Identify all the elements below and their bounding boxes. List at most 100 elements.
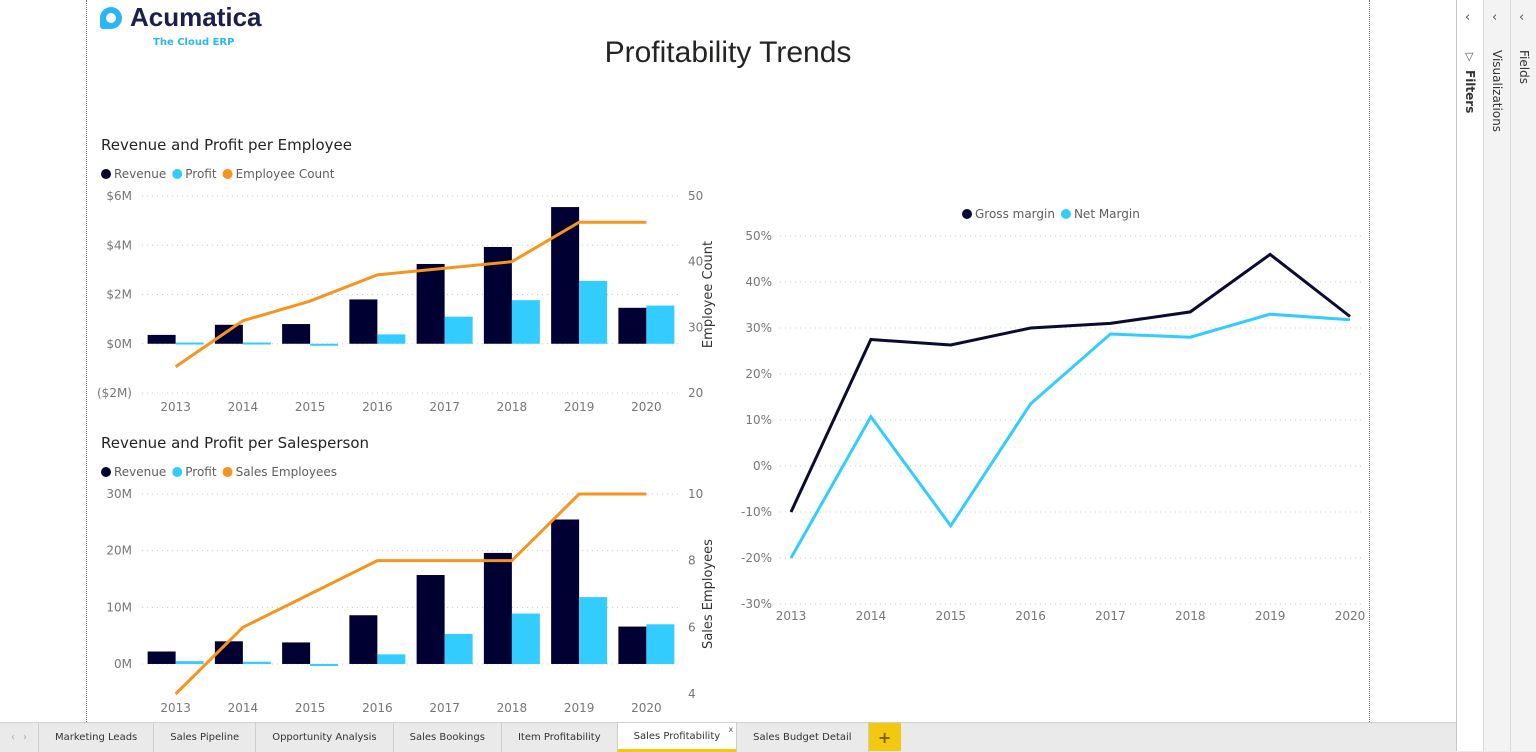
legend-label: Employee Count	[236, 167, 335, 181]
x-tick-label: 2018	[497, 400, 528, 414]
x-tick-label: 2016	[362, 400, 393, 414]
profit-bar	[646, 624, 675, 664]
line-series-employee-count	[174, 220, 647, 368]
y-tick-label: 0M	[114, 657, 132, 671]
report-canvas: Acumatica The Cloud ERP Profitability Tr…	[0, 0, 1456, 722]
y-tick-label: $4M	[106, 238, 132, 252]
page-title: Profitability Trends	[604, 36, 852, 69]
chevron-left-icon[interactable]: ‹	[1492, 10, 1498, 25]
line-series-net-margin	[789, 312, 1351, 559]
y-tick-label: $6M	[106, 189, 132, 203]
legend-label: Gross margin	[975, 207, 1055, 221]
tab-label: Sales Bookings	[409, 732, 485, 743]
revenue-bar	[214, 324, 243, 344]
x-tick-label: 2016	[362, 701, 393, 715]
y-tick-label: -20%	[741, 551, 772, 565]
y-tick-label: 20M	[106, 544, 132, 558]
revenue-bar	[147, 651, 176, 664]
y-tick-label: $0M	[106, 337, 132, 351]
profit-bar	[175, 661, 204, 664]
filters-label: Filters	[1463, 70, 1477, 114]
logo-name: Acumatica	[130, 2, 262, 32]
profit-bar	[579, 597, 608, 664]
revenue-bar	[551, 519, 580, 664]
line-series-sales-employees	[174, 492, 647, 696]
fields-label: Fields	[1517, 50, 1531, 84]
legend-label: Revenue	[114, 167, 166, 181]
profit-bar	[310, 663, 339, 666]
profit-bar	[444, 633, 473, 664]
tab-sales-profitability[interactable]: Sales Profitability x	[616, 723, 737, 752]
legend-marker	[962, 209, 972, 219]
margin-trends-chart[interactable]: Gross margin Net Margin 50% 40% 30% 20% 10% 0% -…	[735, 195, 1375, 630]
y-tick-label: $2M	[106, 288, 132, 302]
x-tick-label: 2014	[228, 400, 259, 414]
x-tick-label: 2016	[1015, 609, 1046, 623]
x-tick-label: 2020	[631, 701, 662, 715]
chevron-left-icon[interactable]: ‹	[1465, 10, 1471, 25]
tab-label: Sales Budget Detail	[753, 732, 852, 743]
revenue-bar	[618, 307, 647, 344]
x-tick-label: 2017	[429, 400, 460, 414]
y-tick-label: 20%	[745, 367, 772, 381]
profit-bar	[242, 342, 271, 345]
tab-item-profitability[interactable]: Item Profitability	[500, 723, 617, 752]
x-tick-label: 2015	[295, 400, 326, 414]
x-tick-label: 2015	[935, 609, 966, 623]
legend-marker	[101, 467, 111, 477]
chevron-left-icon[interactable]: ‹	[1519, 10, 1525, 25]
revenue-bar	[416, 263, 445, 344]
y2-tick-label: 50	[688, 189, 703, 203]
logo-tagline: The Cloud ERP	[153, 37, 235, 48]
close-icon[interactable]: x	[728, 725, 734, 734]
y2-tick-label: 20	[688, 386, 703, 400]
legend-marker	[172, 169, 183, 179]
profit-bar	[377, 654, 406, 664]
tab-label: Marketing Leads	[55, 732, 138, 743]
legend-label: Net Margin	[1074, 207, 1140, 221]
x-tick-label: 2014	[228, 701, 259, 715]
y-tick-label: 40%	[745, 275, 772, 289]
tab-marketing-leads[interactable]: Marketing Leads	[38, 723, 153, 752]
tab-sales-budget-detail[interactable]: Sales Budget Detail	[736, 723, 869, 752]
x-tick-label: 2015	[295, 701, 326, 715]
y2-tick-label: 4	[688, 687, 696, 701]
y2-axis-label: Sales Employees	[701, 539, 716, 649]
profit-bar	[579, 280, 608, 344]
tab-scroll[interactable]: ‹ ›	[0, 723, 38, 751]
y-tick-label: 30M	[106, 487, 132, 501]
x-tick-label: 2019	[564, 400, 595, 414]
x-tick-label: 2017	[429, 701, 460, 715]
x-tick-label: 2013	[776, 609, 807, 623]
chevron-right-icon[interactable]: ›	[23, 731, 27, 743]
visualizations-pane[interactable]: ‹ Visualizations	[1484, 0, 1511, 751]
x-tick-label: 2020	[1335, 609, 1366, 623]
y-tick-label: -30%	[741, 597, 772, 611]
filters-pane[interactable]: ‹ ▽ Filters	[1457, 0, 1484, 751]
revenue-profit-per-salesperson-chart[interactable]: Revenue Profit Sales Employees 30M 20M 10M 0M 1…	[95, 458, 735, 720]
x-tick-label: 2013	[160, 701, 191, 715]
profit-bar	[511, 300, 540, 344]
y2-tick-label: 40	[688, 255, 703, 269]
chart1-title: Revenue and Profit per Employee	[101, 136, 352, 154]
profit-bar	[175, 342, 204, 345]
x-tick-label: 2019	[564, 701, 595, 715]
revenue-bar	[483, 552, 512, 664]
revenue-bar	[282, 324, 311, 344]
profit-bar	[511, 613, 540, 664]
x-tick-label: 2014	[856, 609, 887, 623]
add-page-button[interactable]: +	[868, 723, 901, 751]
y-tick-label: -10%	[741, 505, 772, 519]
y2-tick-label: 6	[688, 620, 696, 634]
line-series-gross-margin	[789, 252, 1351, 513]
tab-sales-bookings[interactable]: Sales Bookings	[392, 723, 501, 752]
tab-opportunity-analysis[interactable]: Opportunity Analysis	[255, 723, 392, 752]
x-tick-label: 2017	[1095, 609, 1126, 623]
chevron-left-icon[interactable]: ‹	[11, 731, 15, 743]
profit-bar	[310, 343, 339, 346]
revenue-profit-per-employee-chart[interactable]: Revenue Profit Employee Count $6M $4M $2M $0M (…	[95, 160, 735, 420]
fields-pane[interactable]: ‹ Fields	[1511, 0, 1536, 751]
tab-sales-pipeline[interactable]: Sales Pipeline	[153, 723, 255, 752]
legend-label: Sales Employees	[236, 465, 337, 479]
y-tick-label: 0%	[753, 459, 772, 473]
